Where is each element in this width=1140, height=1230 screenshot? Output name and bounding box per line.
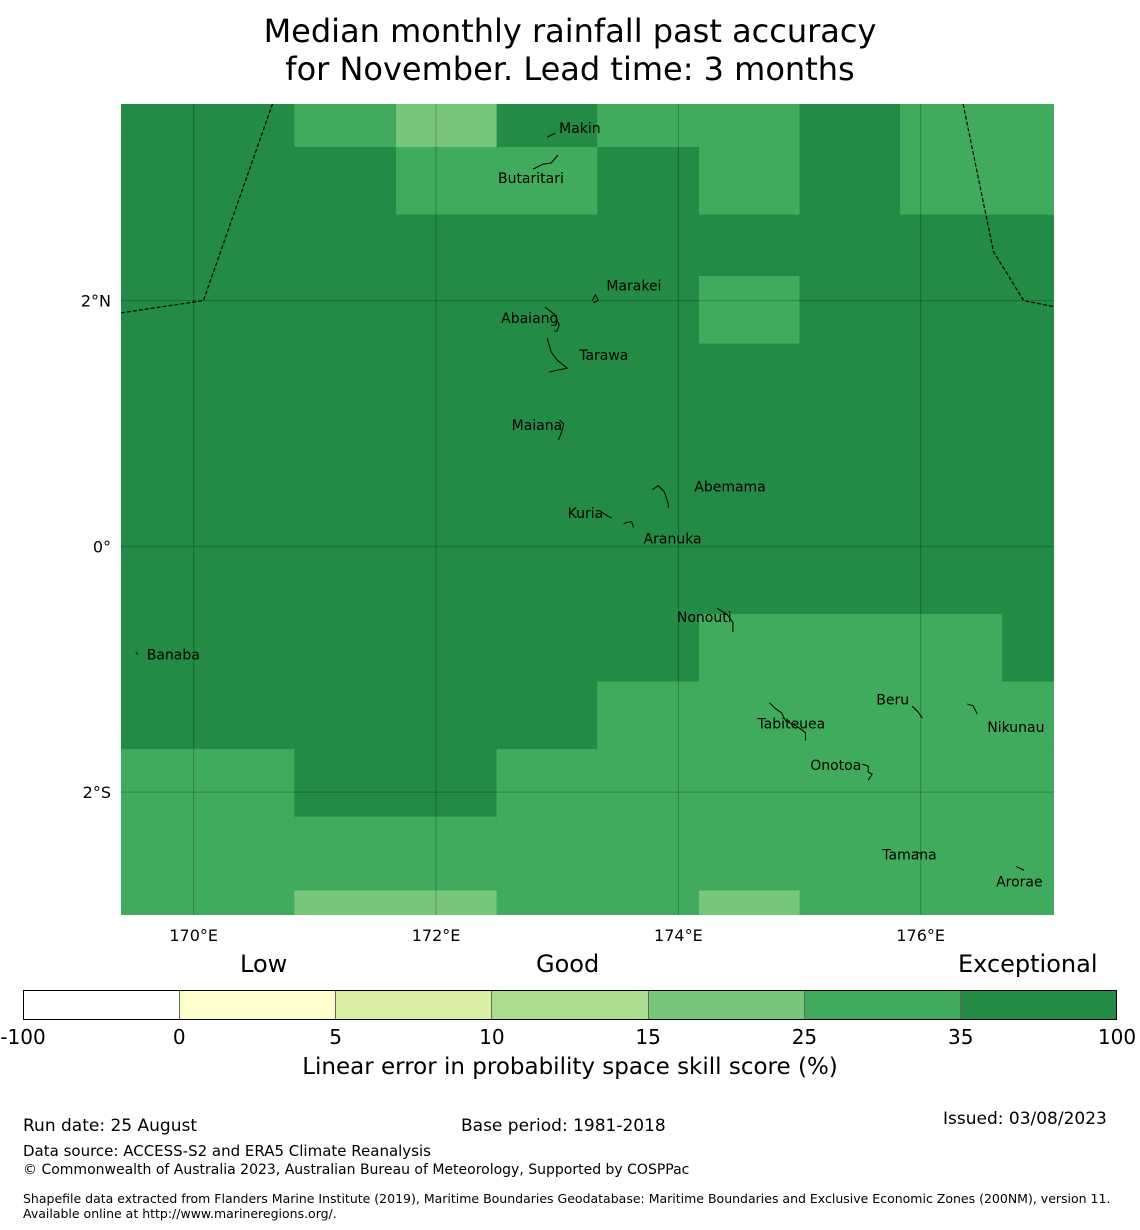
colorbar-tick-label: 100: [1097, 1025, 1137, 1049]
lon-tick-label: 170°E: [169, 926, 218, 945]
colorbar-segment: [24, 991, 181, 1019]
copyright: © Commonwealth of Australia 2023, Austra…: [23, 1162, 690, 1178]
lat-tick-label: 2°N: [81, 292, 111, 311]
island-outline: [546, 132, 556, 138]
skill-cell: [496, 749, 1054, 915]
run-date: Run date: 25 August: [23, 1116, 197, 1136]
skill-cell: [698, 890, 800, 915]
island-label: Tarawa: [578, 348, 628, 364]
skill-cell: [597, 681, 1054, 750]
island-label: Banaba: [147, 647, 200, 663]
colorbar-tick-label: -100: [0, 1025, 46, 1049]
lat-tick-label: 0°: [93, 537, 111, 556]
colorbar-tick-label: 0: [172, 1025, 186, 1049]
island-outline: [546, 338, 569, 373]
colorbar-tick-label: 25: [791, 1025, 818, 1049]
colorbar-segment: [336, 991, 493, 1019]
skill-cell: [121, 749, 295, 915]
skill-cell: [294, 104, 397, 148]
island-outline: [601, 511, 612, 519]
lon-tick-label: 174°E: [654, 926, 703, 945]
colorbar-tick-label: 35: [947, 1025, 974, 1049]
skill-cell: [698, 613, 1002, 682]
island-label: Arorae: [996, 874, 1043, 890]
island-label: Nikunau: [987, 720, 1044, 736]
colorbar-segment: [648, 991, 805, 1019]
chart-title-line2: for November. Lead time: 3 months: [285, 50, 855, 88]
island-outline: [862, 763, 873, 781]
eez-boundary-west: [120, 103, 274, 314]
island-label: Abaiang: [501, 311, 558, 327]
issued-date: Issued: 03/08/2023: [943, 1109, 1107, 1129]
island-label: Onotoa: [810, 758, 861, 774]
colorbar-label: Linear error in probability space skill …: [302, 1054, 838, 1080]
island-outline: [967, 703, 978, 715]
skill-cell: [698, 147, 800, 215]
colorbar-tick-label: 5: [329, 1025, 342, 1049]
skill-cell: [396, 104, 497, 148]
island-outline: [769, 702, 806, 741]
legend-category-good: Good: [536, 950, 600, 978]
island-outline: [911, 705, 923, 719]
skill-cell: [900, 104, 1054, 215]
base-period: Base period: 1981-2018: [461, 1116, 666, 1136]
skill-cell: [597, 104, 800, 148]
chart-title-line1: Median monthly rainfall past accuracy: [263, 12, 877, 50]
skill-cell: [698, 276, 800, 344]
colorbar-segment: [180, 991, 337, 1019]
island-outline: [716, 607, 734, 633]
island-outline: [532, 154, 559, 170]
island-label: Tamana: [881, 848, 936, 864]
island-label: Beru: [876, 692, 909, 708]
island-outline: [916, 851, 921, 855]
colorbar-tick-label: 15: [635, 1025, 661, 1049]
island-label: Abemama: [694, 480, 766, 496]
lon-tick-label: 176°E: [896, 926, 945, 945]
island-label: Makin: [559, 121, 601, 137]
island-outline: [558, 419, 565, 441]
island-label: Aranuka: [644, 531, 702, 547]
lon-tick-label: 172°E: [412, 926, 461, 945]
colorbar-tick-label: 10: [479, 1025, 505, 1049]
island-outline: [544, 306, 560, 332]
legend-category-low: Low: [240, 950, 288, 978]
colorbar-segment: [804, 991, 961, 1019]
skill-cell: [294, 890, 497, 915]
data-source: Data source: ACCESS-S2 and ERA5 Climate …: [23, 1142, 431, 1160]
colorbar-segment: [492, 991, 649, 1019]
island-label: Tabiteuea: [756, 717, 825, 733]
island-label: Maiana: [512, 418, 563, 434]
island-outline: [623, 520, 635, 528]
skill-cell: [396, 147, 598, 215]
shapefile-note: Shapefile data extracted from Flanders M…: [23, 1191, 1111, 1221]
island-label: Nonouti: [677, 610, 732, 626]
island-outline: [591, 293, 600, 304]
island-label: Butaritari: [498, 171, 564, 187]
eez-boundary-east: [962, 103, 1055, 308]
colorbar: [23, 990, 1117, 1020]
legend-category-exceptional: Exceptional: [958, 950, 1098, 978]
island-label: Kuria: [568, 506, 604, 522]
skill-map: 170°E 172°E 174°E 176°E 2°N 0° 2°S Makin Butarit…: [81, 103, 1055, 945]
island-outline: [1015, 865, 1025, 871]
island-outline: [135, 651, 139, 655]
colorbar-segment: [960, 991, 1116, 1019]
island-outline: [651, 485, 669, 508]
island-label: Marakei: [606, 279, 661, 295]
lat-tick-label: 2°S: [83, 783, 111, 802]
